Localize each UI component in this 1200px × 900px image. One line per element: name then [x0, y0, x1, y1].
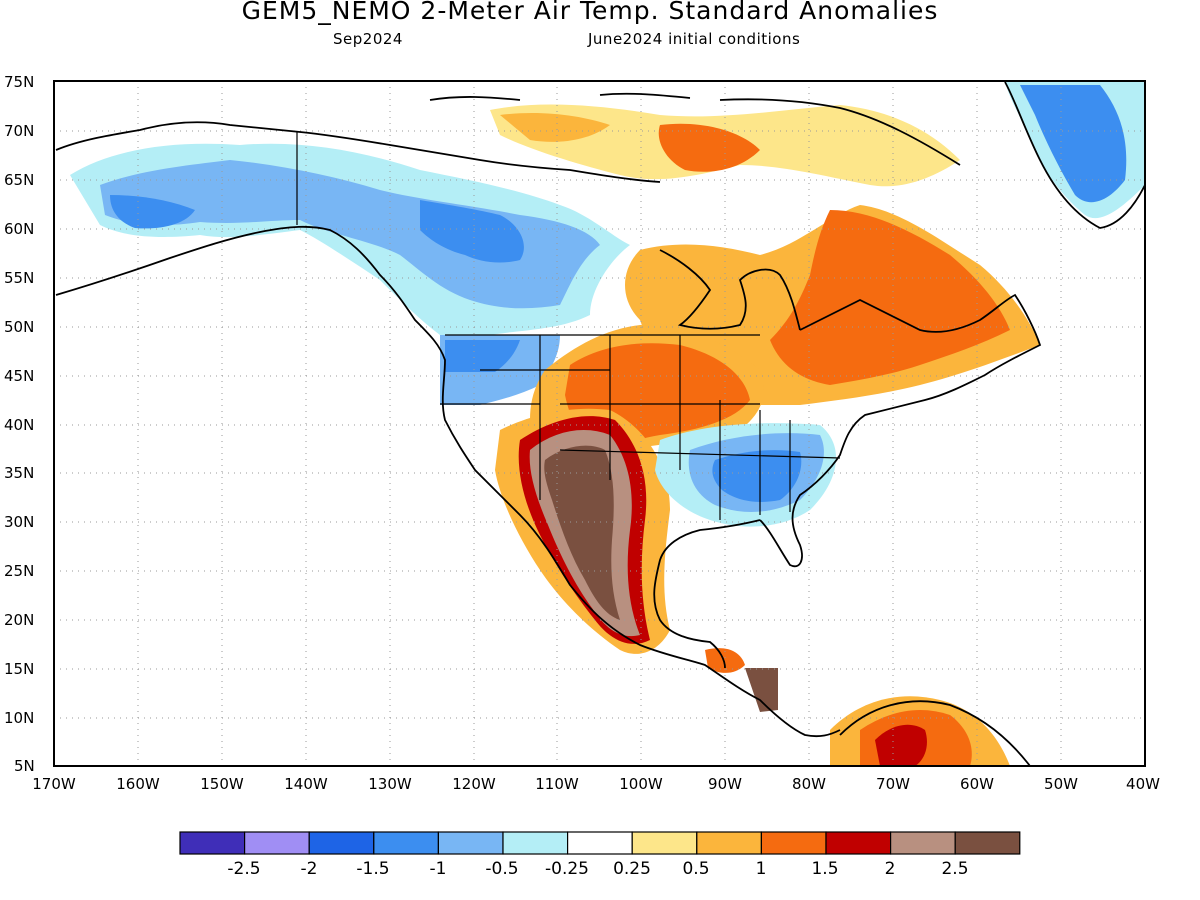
- lat-tick-label: 15N: [4, 660, 34, 678]
- anomaly-region: [658, 123, 760, 172]
- legend-label: 1: [756, 859, 767, 879]
- legend-labels: -2.5 -2 -1.5 -1 -0.5 -0.25 0.25 0.5 1 1.…: [227, 859, 968, 879]
- anomaly-region: [420, 200, 524, 263]
- anomaly-region: [445, 340, 520, 372]
- lat-tick-label: 40N: [4, 416, 34, 434]
- legend-label: 2: [885, 859, 896, 879]
- lat-tick-label: 5N: [14, 757, 35, 775]
- legend-label: -0.5: [485, 859, 518, 879]
- legend-label: -2.5: [227, 859, 260, 879]
- lat-tick-label: 10N: [4, 709, 34, 727]
- legend-label: -2: [301, 859, 318, 879]
- legend-swatch: [502, 831, 569, 855]
- anomaly-region: [110, 195, 195, 229]
- legend-swatch: [696, 831, 762, 855]
- lon-tick-label: 90W: [708, 775, 742, 793]
- lat-tick-label: 35N: [4, 464, 34, 482]
- legend-label: -0.25: [545, 859, 589, 879]
- legend-swatch: [760, 831, 827, 855]
- legend-label: 1.5: [811, 859, 838, 879]
- lon-tick-label: 150W: [200, 775, 244, 793]
- legend-label: -1: [430, 859, 447, 879]
- anomaly-region: [712, 450, 802, 502]
- page-title: GEM5_NEMO 2-Meter Air Temp. Standard Ano…: [241, 0, 939, 25]
- lon-tick-label: 160W: [116, 775, 160, 793]
- lon-tick-label: 170W: [32, 775, 76, 793]
- lon-tick-label: 60W: [960, 775, 994, 793]
- legend-swatch: [437, 831, 504, 855]
- lon-tick-label: 40W: [1126, 775, 1160, 793]
- legend-swatch: [373, 831, 439, 855]
- lon-tick-label: 70W: [876, 775, 910, 793]
- map-frame: [53, 80, 1146, 767]
- lat-tick-label: 25N: [4, 562, 34, 580]
- legend-label: 0.5: [682, 859, 709, 879]
- lon-tick-label: 120W: [452, 775, 496, 793]
- lon-tick-label: 130W: [368, 775, 412, 793]
- lon-tick-label: 80W: [792, 775, 826, 793]
- anomaly-region: [875, 724, 927, 766]
- coastlines: [55, 81, 1145, 766]
- anomaly-region: [705, 648, 745, 673]
- anomaly-region: [544, 445, 620, 620]
- anomaly-region: [1020, 85, 1127, 203]
- lat-tick-label: 75N: [4, 73, 34, 91]
- legend-swatch: [954, 831, 1021, 855]
- longitude-axis: 170W 160W 150W 140W 130W 120W 110W 100W …: [32, 775, 1160, 793]
- anomaly-region: [500, 113, 610, 142]
- lon-tick-label: 140W: [284, 775, 328, 793]
- lat-tick-label: 70N: [4, 122, 34, 140]
- lon-tick-label: 110W: [535, 775, 579, 793]
- legend-label: 2.5: [941, 859, 968, 879]
- lat-tick-label: 45N: [4, 367, 34, 385]
- legend-swatch: [179, 831, 246, 855]
- lat-tick-label: 60N: [4, 220, 34, 238]
- lat-tick-label: 65N: [4, 171, 34, 189]
- legend-swatch: [825, 831, 892, 855]
- valid-month-label: Sep2024: [333, 30, 403, 48]
- legend-swatch: [308, 831, 375, 855]
- lat-tick-label: 20N: [4, 611, 34, 629]
- lat-tick-label: 50N: [4, 318, 34, 336]
- legend-swatch: [566, 831, 633, 855]
- anomaly-region: [745, 668, 778, 712]
- latitude-axis: 75N 70N 65N 60N 55N 50N 45N 40N 35N 30N …: [4, 73, 35, 775]
- anomaly-region: [770, 210, 1010, 385]
- state-boundaries: [296, 132, 841, 520]
- lat-tick-label: 55N: [4, 269, 34, 287]
- initial-conditions-label: June2024 initial conditions: [588, 30, 801, 48]
- legend-swatch: [631, 831, 698, 855]
- legend-swatches: [179, 831, 1021, 855]
- legend-label: -1.5: [356, 859, 389, 879]
- lon-tick-label: 50W: [1044, 775, 1078, 793]
- lon-tick-label: 100W: [619, 775, 663, 793]
- legend-label: 0.25: [613, 859, 651, 879]
- lat-tick-label: 30N: [4, 513, 34, 531]
- legend-swatch: [889, 831, 956, 855]
- anomaly-field: [70, 82, 1145, 766]
- anomaly-region: [100, 160, 600, 309]
- legend-swatch: [244, 831, 310, 855]
